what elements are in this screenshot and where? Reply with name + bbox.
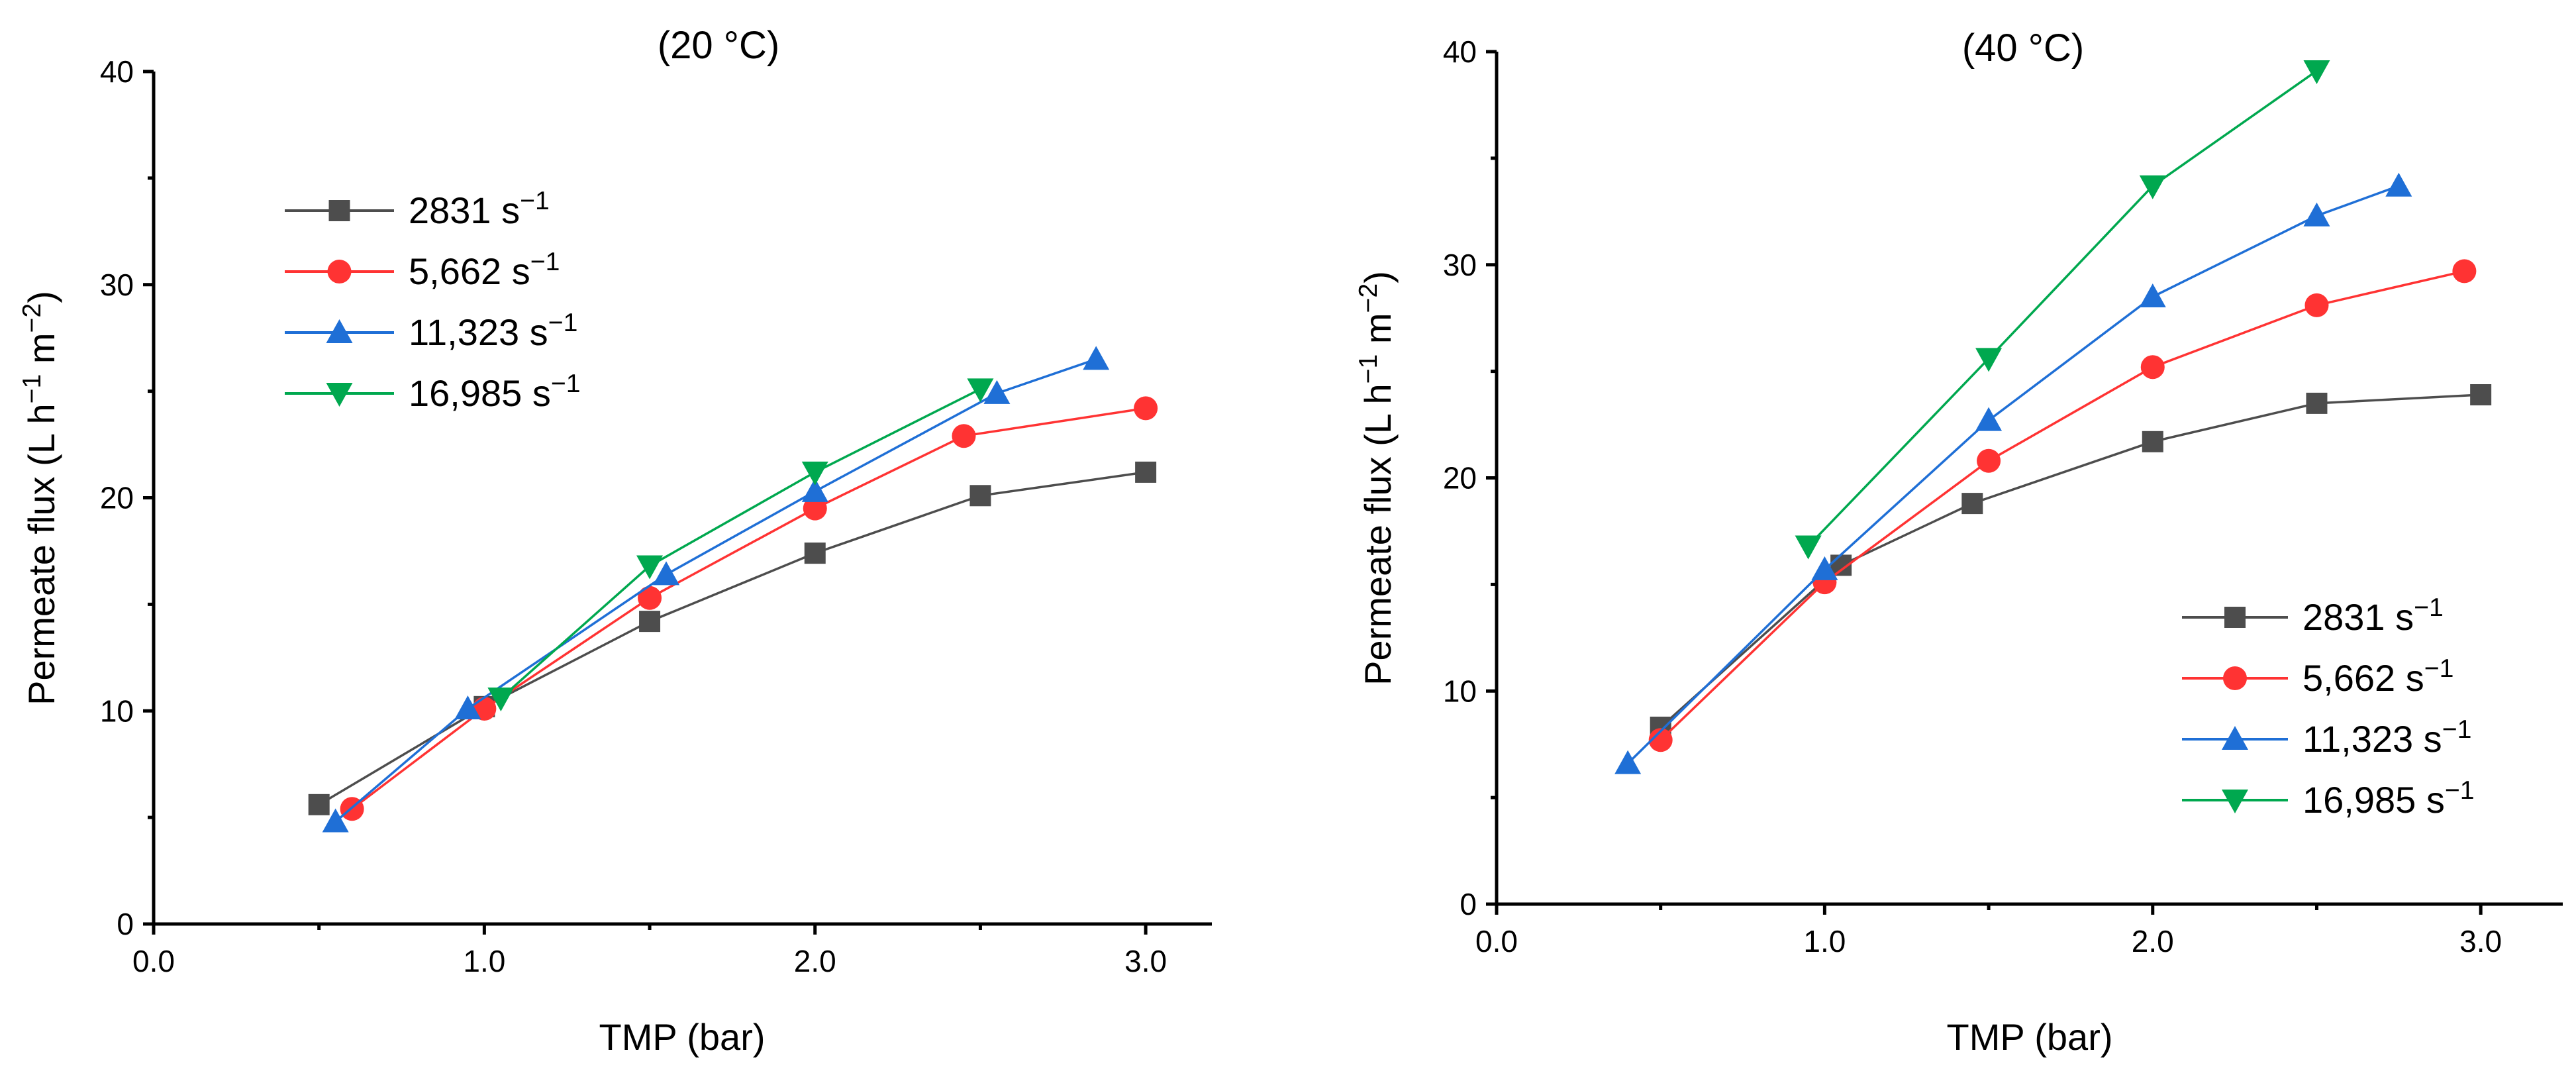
x-tick-label: 0.0 [132,944,175,978]
data-point [487,687,515,711]
series-3 [1795,60,2330,560]
legend-marker [2224,607,2246,628]
data-point [804,542,826,564]
data-point [2303,202,2330,227]
legend-marker [326,383,353,407]
x-tick-label: 1.0 [463,944,505,978]
legend-entry-label: 11,323 s−1 [409,309,577,354]
data-point [801,478,828,502]
chart-20c: 0 10 20 30 40 0.0 1.0 2.0 3.0 (20 °C) TMP (bar) Per… [18,24,1212,1058]
x-tick-label: 2.0 [794,944,836,978]
legend-marker [2223,666,2247,690]
data-point [2140,355,2165,380]
series-1 [1648,259,2477,752]
legend-entry-label: 5,662 s−1 [409,248,560,293]
y-tick-label: 20 [100,481,134,515]
legend-entry-label: 5,662 s−1 [2303,654,2453,699]
y-axis-label: Permeate flux (L h−1 m−2) [1354,271,1399,686]
legend: 2831 s−1 5,662 s−1 11,323 s−1 16,985 s−1 [2182,593,2475,821]
data-point [2304,293,2329,317]
legend-entry-label: 11,323 s−1 [2303,715,2471,760]
y-tick-label: 20 [1443,461,1477,495]
x-axis-label: TMP (bar) [599,1016,766,1058]
data-point [1811,556,1838,580]
series-3 [487,378,994,711]
legend-entry-label: 16,985 s−1 [2303,776,2475,821]
x-tick-label: 1.0 [1803,924,1846,958]
y-tick-label: 40 [1443,34,1477,69]
legend: 2831 s−1 5,662 s−1 11,323 s−1 16,985 s−1 [285,187,581,415]
data-point [653,561,680,586]
data-point [2385,172,2412,197]
series-2 [1614,172,2412,774]
data-point [1961,493,1983,515]
data-point [2470,384,2492,406]
series-line [318,471,1146,806]
data-point [1135,461,1157,483]
data-point [638,586,662,610]
data-point [2303,60,2330,84]
legend-marker [326,319,353,343]
y-tick-label: 10 [100,693,134,728]
x-tick-label: 3.0 [2459,924,2502,958]
series-line [334,358,1097,823]
data-point [969,485,991,507]
y-axis-label: Permeate flux (L h−1 m−2) [18,291,63,705]
data-point [2139,175,2166,199]
y-tick-label: 40 [100,54,134,89]
x-tick-label: 2.0 [2132,924,2174,958]
y-tick-label: 0 [117,907,134,941]
series-0 [308,461,1157,815]
x-axis-label: TMP (bar) [1947,1016,2113,1058]
series-line [1807,70,2318,547]
series-2 [322,346,1110,833]
data-point [1083,346,1110,370]
legend-marker [2222,790,2248,813]
data-point [454,695,481,720]
series-1 [340,396,1158,821]
data-point [2452,259,2477,283]
data-point [983,380,1011,404]
series-line [500,387,981,699]
data-point [322,808,349,833]
legend-marker [328,200,350,221]
y-tick-label: 10 [1443,674,1477,708]
data-point [1977,448,2001,473]
data-point [967,378,994,403]
data-point [1134,396,1158,421]
chart-title: (40 °C) [1962,26,2084,70]
series-line [351,407,1146,810]
series-line [1660,270,2465,741]
data-point [636,555,664,580]
series-line [1626,185,2399,764]
y-tick-label: 30 [1443,248,1477,282]
y-tick-label: 0 [1460,887,1477,921]
legend-entry-label: 16,985 s−1 [409,370,581,415]
x-tick-label: 0.0 [1475,924,1518,958]
legend-entry-label: 2831 s−1 [409,187,550,232]
data-point [2306,392,2328,414]
legend-marker [327,260,352,283]
series-line [1660,393,2481,729]
data-point [2139,283,2166,308]
data-point [308,794,330,815]
data-point [639,611,661,633]
data-point [1614,750,1642,774]
legend-marker [2222,726,2248,750]
data-point [803,496,827,521]
series-0 [1650,384,2492,738]
legend-entry-label: 2831 s−1 [2303,593,2444,639]
data-point [1975,407,2003,431]
data-point [1975,348,2003,372]
chart-40c: 0 10 20 30 40 0.0 1.0 2.0 3.0 (40 °C) TMP (bar) Per… [1354,26,2563,1058]
data-point [952,424,976,448]
chart-title: (20 °C) [658,24,779,67]
x-tick-label: 3.0 [1124,944,1167,978]
data-point [2142,431,2163,452]
data-point [801,461,828,486]
y-tick-label: 30 [100,268,134,302]
data-point [1795,535,1822,560]
data-point [1648,728,1673,752]
